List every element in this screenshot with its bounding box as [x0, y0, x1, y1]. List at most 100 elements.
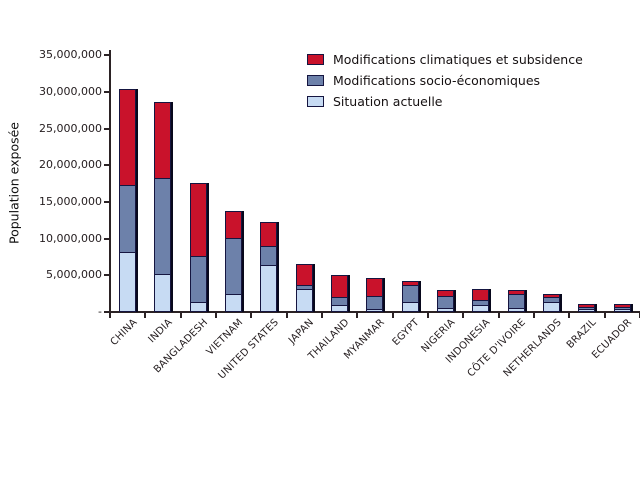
bar-vietnam	[225, 210, 243, 312]
x-tick	[214, 313, 217, 318]
bar-ecuador	[613, 303, 631, 312]
segment-modifications-climatiques-et-subsidence-thailand	[332, 276, 348, 298]
segment-modifications-socio-economiques-vietnam	[226, 238, 242, 295]
x-tick	[250, 313, 253, 318]
y-tick	[104, 164, 110, 167]
bar-japan	[295, 263, 313, 312]
y-tick-label: 25,000,000	[39, 121, 102, 135]
segment-modifications-socio-economiques-japan	[296, 285, 312, 290]
legend-label-modifications-socio-economiques: Modifications socio-économiques	[333, 72, 541, 88]
segment-situation-actuelle-vietnam	[226, 294, 242, 311]
segment-modifications-climatiques-et-subsidence-cote-d-ivoire	[508, 290, 524, 294]
segment-modifications-socio-economiques-ecuador	[614, 306, 630, 310]
segment-situation-actuelle-netherlands	[544, 302, 560, 311]
x-tick	[320, 313, 323, 318]
x-tick	[109, 313, 111, 318]
segment-situation-actuelle-nigeria	[438, 308, 454, 311]
x-tick	[532, 313, 535, 318]
bar-united-states	[260, 221, 278, 312]
segment-modifications-climatiques-et-subsidence-india	[155, 103, 171, 178]
legend-label-situation-actuelle: Situation actuelle	[333, 93, 443, 109]
legend-label-modifications-climatiques-et-subsidence: Modifications climatiques et subsidence	[333, 51, 583, 67]
segment-modifications-climatiques-et-subsidence-egypt	[402, 282, 418, 286]
bar-netherlands	[543, 293, 561, 312]
y-tick-label: 10,000,000	[39, 231, 102, 245]
segment-situation-actuelle-brazil	[579, 308, 595, 311]
y-tick-label: 5,000,000	[46, 268, 102, 282]
segment-modifications-climatiques-et-subsidence-brazil	[579, 304, 595, 307]
segment-modifications-climatiques-et-subsidence-myanmar	[367, 278, 383, 297]
segment-situation-actuelle-thailand	[332, 305, 348, 311]
x-label-china: CHINA	[108, 317, 140, 348]
y-tick	[104, 200, 110, 203]
segment-modifications-climatiques-et-subsidence-china	[120, 89, 136, 186]
segment-modifications-climatiques-et-subsidence-ecuador	[614, 304, 630, 307]
x-tick	[179, 313, 182, 318]
segment-modifications-socio-economiques-nigeria	[438, 296, 454, 309]
segment-modifications-climatiques-et-subsidence-netherlands	[544, 294, 560, 298]
segment-situation-actuelle-indonesia	[473, 304, 489, 311]
segment-modifications-climatiques-et-subsidence-bangladesh	[190, 183, 206, 257]
segment-modifications-socio-economiques-brazil	[579, 306, 595, 309]
segment-modifications-climatiques-et-subsidence-united-states	[261, 222, 277, 246]
x-tick	[462, 313, 465, 318]
segment-modifications-climatiques-et-subsidence-indonesia	[473, 290, 489, 301]
y-tick-label: 15,000,000	[39, 194, 102, 208]
x-axis-line	[104, 311, 640, 313]
segment-modifications-climatiques-et-subsidence-vietnam	[226, 211, 242, 239]
segment-modifications-climatiques-et-subsidence-nigeria	[438, 290, 454, 297]
legend-item-modifications-climatiques-et-subsidence: Modifications climatiques et subsidence	[307, 51, 583, 67]
x-label-japan: JAPAN	[286, 317, 317, 347]
bar-cote-d-ivoire	[507, 289, 525, 312]
y-axis-title: Population exposée	[6, 122, 22, 244]
legend-swatch-modifications-socio-economiques	[307, 74, 324, 86]
y-tick	[104, 90, 110, 93]
segment-situation-actuelle-united-states	[261, 265, 277, 311]
x-label-brazil: BRAZIL	[564, 317, 599, 351]
bar-bangladesh	[189, 182, 207, 312]
segment-modifications-socio-economiques-cote-d-ivoire	[508, 293, 524, 309]
x-tick	[285, 313, 288, 318]
bar-brazil	[578, 303, 596, 312]
y-tick-label: 20,000,000	[39, 158, 102, 172]
segment-modifications-socio-economiques-indonesia	[473, 300, 489, 305]
segment-situation-actuelle-egypt	[402, 302, 418, 311]
bar-indonesia	[472, 289, 490, 312]
segment-situation-actuelle-japan	[296, 289, 312, 311]
segment-modifications-climatiques-et-subsidence-japan	[296, 264, 312, 286]
bar-thailand	[331, 275, 349, 312]
y-tick	[104, 274, 110, 277]
x-label-egypt: EGYPT	[391, 317, 423, 348]
segment-modifications-socio-economiques-egypt	[402, 285, 418, 303]
legend-swatch-situation-actuelle	[307, 95, 324, 107]
segment-modifications-socio-economiques-india	[155, 177, 171, 274]
bar-china	[119, 88, 137, 312]
y-axis-line	[109, 50, 111, 313]
segment-situation-actuelle-myanmar	[367, 308, 383, 311]
bar-nigeria	[437, 289, 455, 312]
segment-situation-actuelle-china	[120, 252, 136, 311]
x-tick	[144, 313, 147, 318]
segment-modifications-socio-economiques-netherlands	[544, 297, 560, 303]
x-tick	[497, 313, 500, 318]
y-tick-label: 35,000,000	[39, 48, 102, 62]
x-tick	[568, 313, 571, 318]
legend: Modifications climatiques et subsidence M…	[307, 52, 583, 115]
x-label-india: INDIA	[146, 317, 175, 346]
y-tick-label: -	[98, 305, 102, 318]
segment-modifications-socio-economiques-bangladesh	[190, 256, 206, 303]
segment-modifications-socio-economiques-thailand	[332, 297, 348, 306]
y-tick	[104, 237, 110, 240]
x-tick	[603, 313, 606, 318]
segment-situation-actuelle-bangladesh	[190, 302, 206, 311]
y-tick	[104, 54, 110, 57]
segment-situation-actuelle-ecuador	[614, 309, 630, 311]
segment-situation-actuelle-india	[155, 273, 171, 311]
x-tick	[391, 313, 394, 318]
x-tick	[426, 313, 429, 318]
bar-india	[154, 102, 172, 312]
segment-modifications-socio-economiques-china	[120, 185, 136, 253]
x-tick	[638, 313, 640, 318]
segment-modifications-socio-economiques-united-states	[261, 245, 277, 266]
legend-item-modifications-socio-economiques: Modifications socio-économiques	[307, 72, 583, 88]
